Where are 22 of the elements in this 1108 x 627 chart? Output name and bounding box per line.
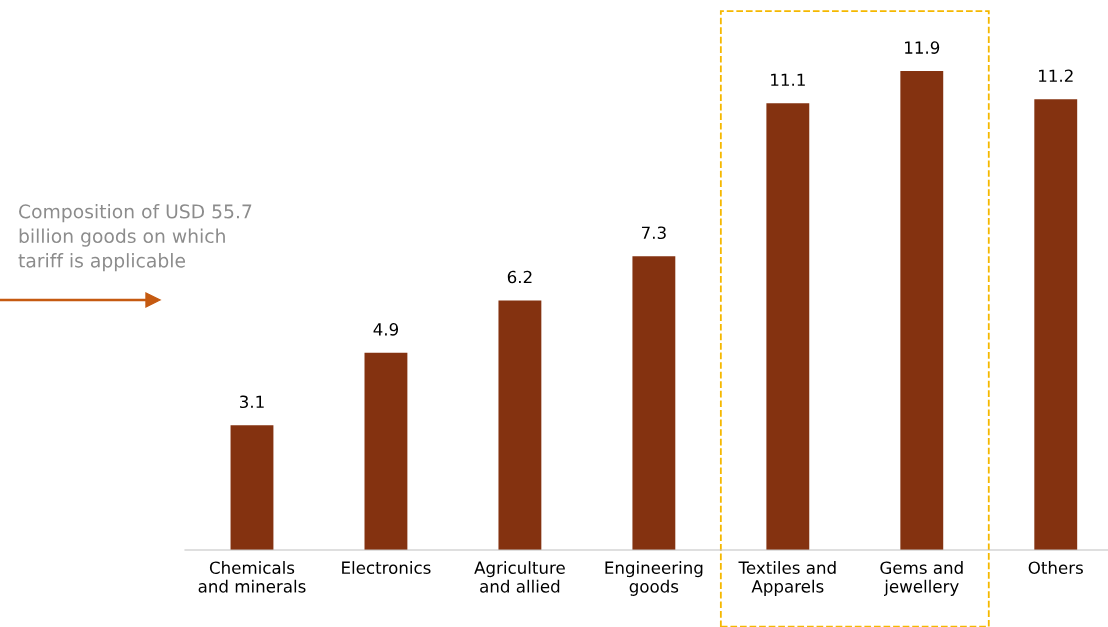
bar: [1034, 99, 1078, 550]
data-label: 4.9: [373, 323, 399, 336]
x-tick-label: Engineering goods: [605, 561, 703, 596]
x-tick-label: Gems and jewellery: [880, 561, 963, 596]
annotation: Composition of USD 55.7 billion goods on which tariff is applicable: [18, 204, 252, 272]
data-label: 11.9: [905, 41, 940, 54]
bar: [230, 425, 274, 550]
x-tick-label: Others: [1028, 561, 1083, 575]
data-label: 11.2: [1039, 69, 1073, 82]
x-tick-label: Chemicals and minerals: [198, 561, 306, 593]
data-label: 3.1: [240, 395, 264, 409]
data-label: 7.3: [641, 226, 666, 240]
data-label: 11.1: [771, 73, 805, 86]
bar: [632, 256, 676, 550]
bar: [498, 300, 542, 550]
x-tick-label: Agriculture and allied: [474, 561, 565, 593]
x-tick-label: Electronics: [342, 561, 431, 575]
x-tick-label: Textiles and Apparels: [738, 561, 836, 596]
bar: [766, 103, 810, 550]
bar: [364, 352, 408, 550]
data-label: 6.2: [507, 270, 532, 284]
bar: [900, 71, 944, 550]
